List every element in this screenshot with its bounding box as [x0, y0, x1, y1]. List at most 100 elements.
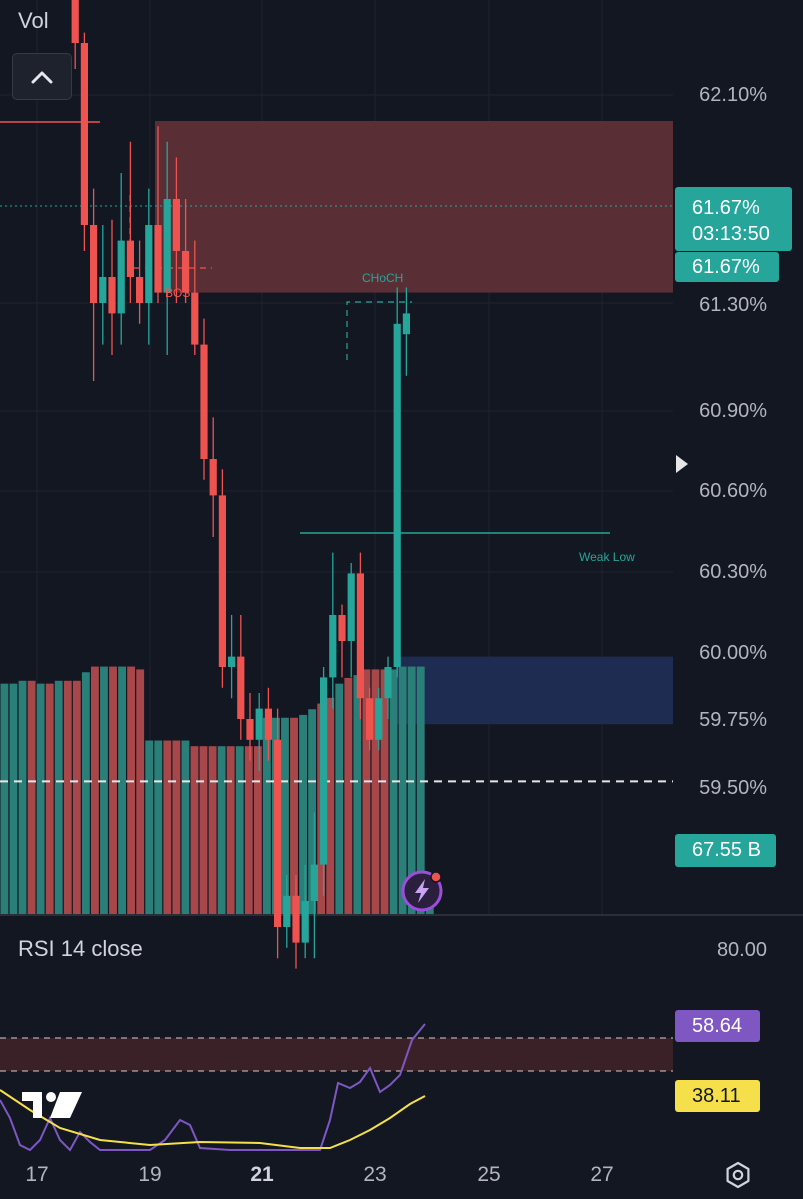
rsi-ma-badge: 38.11: [675, 1080, 760, 1112]
volume-bar: [362, 669, 371, 914]
date-tick: 25: [477, 1163, 501, 1186]
candle-body: [172, 199, 180, 251]
candle-body: [209, 459, 217, 496]
candle-body: [237, 656, 245, 719]
volume-bar: [18, 680, 27, 914]
candle-body: [218, 495, 226, 667]
candles: [71, 0, 410, 969]
rsi-pane: [0, 1023, 673, 1152]
volume-badge: 67.55 B: [675, 834, 776, 867]
candle-body: [80, 43, 88, 225]
price-tick: 60.90%: [699, 400, 767, 422]
date-tick: 23: [363, 1163, 387, 1186]
volume-bar: [262, 717, 271, 914]
candle-body: [90, 225, 98, 303]
volume-bar: [100, 666, 108, 914]
volume-bar: [344, 677, 353, 914]
price-tick: 59.75%: [699, 709, 767, 731]
volume-bar: [217, 746, 226, 914]
date-tick: 19: [138, 1163, 162, 1186]
volume-bar: [235, 746, 244, 914]
volume-bar: [45, 683, 54, 914]
candle-body: [191, 292, 199, 345]
volume-bar: [353, 675, 362, 914]
candle-body: [154, 225, 162, 293]
volume-bar: [136, 669, 145, 914]
rsi-ma-line: [0, 1089, 426, 1149]
countdown-value: 03:13:50: [692, 223, 770, 245]
rsi-badge: 58.64: [675, 1010, 760, 1042]
volume-bar: [407, 666, 416, 914]
candle-body: [320, 677, 328, 865]
rsi-title: RSI 14 close: [18, 936, 143, 961]
price-tick: 59.50%: [699, 777, 767, 799]
zones: [155, 121, 673, 725]
level-arrow: [676, 455, 688, 473]
candle-body: [310, 864, 318, 901]
volume-bar: [226, 746, 235, 914]
volume-bar: [172, 740, 181, 914]
demand-zone: [396, 656, 673, 725]
candle-body: [356, 573, 364, 699]
volume-bar: [398, 666, 407, 914]
candle-body: [292, 895, 300, 943]
candle-body: [264, 708, 272, 740]
annotations: BOS CHoCH Weak Low: [165, 271, 635, 564]
candle-body: [329, 615, 337, 678]
price-tick: 60.30%: [699, 561, 767, 583]
candle-body: [182, 251, 190, 293]
candle-body: [246, 719, 254, 740]
bos-label: BOS: [165, 286, 190, 300]
chevron-up-icon: [31, 71, 53, 83]
candle-body: [393, 323, 401, 667]
volume-bar: [81, 672, 90, 914]
settings-icon[interactable]: [723, 1160, 753, 1190]
price-tick: 60.00%: [699, 642, 767, 664]
candle-body: [347, 573, 355, 641]
volume-bar: [389, 669, 398, 914]
candle-body: [274, 739, 282, 927]
volume-bar: [181, 740, 190, 914]
volume-bar: [109, 666, 117, 914]
weak-low-label: Weak Low: [579, 550, 635, 564]
candle-body: [301, 901, 309, 943]
volume-bar: [27, 680, 36, 914]
candle-body: [126, 240, 134, 277]
tradingview-logo: [22, 1092, 82, 1118]
rsi-tick: 80.00: [716, 939, 767, 961]
volume-bar: [118, 666, 126, 914]
candle-body: [255, 708, 263, 740]
volume-bar: [36, 683, 45, 914]
volume-bar: [281, 717, 289, 914]
collapse-button[interactable]: [12, 53, 72, 100]
price-tick: 61.30%: [699, 294, 767, 316]
last-price-badge-2: 61.67%: [675, 252, 779, 282]
lightning-icon[interactable]: [401, 870, 443, 912]
last-price-value: 61.67%: [692, 197, 760, 219]
last-price-badge: 61.67% 03:13:50: [675, 187, 792, 251]
candle-body: [375, 698, 383, 740]
rsi-band: [0, 1038, 673, 1071]
volume-bar: [208, 746, 217, 914]
volume-bar: [145, 740, 154, 914]
candle-body: [338, 615, 346, 641]
candle-body: [384, 667, 392, 699]
volume-bar: [163, 740, 172, 914]
volume-bar: [190, 746, 199, 914]
candle-body: [163, 199, 171, 293]
volume-bar: [380, 669, 389, 914]
volume-bar: [299, 714, 307, 914]
candle-body: [117, 240, 125, 314]
choch-label: CHoCH: [362, 271, 403, 285]
volume-bar: [72, 680, 81, 914]
volume-bar: [199, 746, 208, 914]
volume-bar: [54, 680, 63, 914]
volume-bar: [63, 680, 72, 914]
choch-line: [346, 301, 412, 360]
supply-zone: [155, 121, 673, 293]
candle-body: [366, 698, 374, 740]
volume-bar: [371, 669, 380, 914]
candle-body: [108, 277, 116, 314]
volume-bar: [326, 697, 335, 914]
